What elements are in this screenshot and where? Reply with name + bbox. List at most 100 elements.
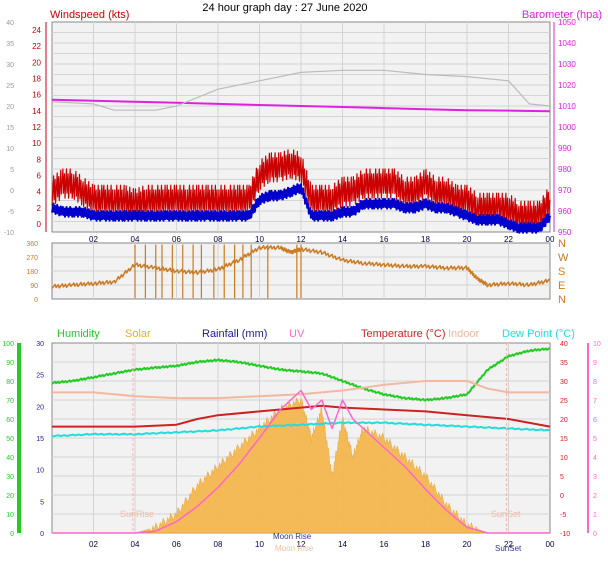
temperature-line xyxy=(52,404,551,428)
wind-outer-axis-tick-label: -10 xyxy=(4,230,14,237)
humidity-label: Humidity xyxy=(57,328,100,340)
wind-x-tick-label: 16 xyxy=(380,235,389,244)
rainfall-axis-tick-label: 10 xyxy=(36,468,44,475)
barometer-axis-tick-label: 1010 xyxy=(558,102,576,111)
compass-tick-label: E xyxy=(558,280,565,292)
humidity-axis-tick-label: 70 xyxy=(6,398,14,405)
temperature-x-tick-label: 10 xyxy=(255,540,264,549)
temperature-x-tick-label: 08 xyxy=(214,540,223,549)
wind-outer-axis-tick-label: 35 xyxy=(6,41,14,48)
humidity-axis-tick-label: 80 xyxy=(6,379,14,386)
uv-axis-tick-label: 0 xyxy=(593,531,597,538)
direction-axis-tick-label: 180 xyxy=(26,269,38,276)
uv-axis-tick-label: 9 xyxy=(593,360,597,367)
wind-x-tick-label: 20 xyxy=(463,235,472,244)
barometer-axis-tick-label: 980 xyxy=(558,165,572,174)
humidity-line xyxy=(51,347,551,402)
temperature-axis-tick-label: 10 xyxy=(560,455,568,462)
rainfall-axis-tick-label: 20 xyxy=(36,404,44,411)
compass-tick-label: N xyxy=(558,238,566,250)
barometer-alt-line xyxy=(51,69,551,111)
humidity-axis-tick-label: 90 xyxy=(6,360,14,367)
rainfall-axis-tick-label: 5 xyxy=(40,499,44,506)
temperature-x-tick-label: 12 xyxy=(297,540,306,549)
windspeed-average-line xyxy=(51,183,551,234)
wind-outer-axis-tick-label: -5 xyxy=(8,209,14,216)
wind-axis-tick-label: 14 xyxy=(32,107,41,116)
humidity-axis-tick-label: 20 xyxy=(6,493,14,500)
uv-axis-tick-label: 5 xyxy=(593,436,597,443)
temperature-x-tick-label: 02 xyxy=(89,540,98,549)
wind-axis-tick-label: 6 xyxy=(37,171,42,180)
temperature-axis-tick-label: 15 xyxy=(560,436,568,443)
humidity-axis-tick-label: 60 xyxy=(6,417,14,424)
graph-title: 24 hour graph day : 27 June 2020 xyxy=(202,2,367,14)
wind-outer-axis-tick-label: 10 xyxy=(6,146,14,153)
barometer-axis-tick-label: 960 xyxy=(558,207,572,216)
temperature-x-tick-label: 18 xyxy=(421,540,430,549)
temperature-axis-tick-label: 35 xyxy=(560,360,568,367)
barometer-label: Barometer (hpa) xyxy=(522,9,602,21)
barometer-axis-tick-label: 1000 xyxy=(558,123,576,132)
wind-x-tick-label: 12 xyxy=(297,235,306,244)
direction-axis-tick-label: 270 xyxy=(26,255,38,262)
moonrise-faint-label: Moon Rise xyxy=(275,544,314,553)
wind-x-tick-label: 18 xyxy=(421,235,430,244)
uv-axis-tick-label: 7 xyxy=(593,398,597,405)
barometer-axis-tick-label: 990 xyxy=(558,144,572,153)
wind-x-tick-label: 14 xyxy=(338,235,347,244)
temperature-axis-tick-label: 25 xyxy=(560,398,568,405)
wind-x-tick-label: 00 xyxy=(546,235,555,244)
compass-tick-label: N xyxy=(558,294,566,306)
barometer-axis-tick-label: 1030 xyxy=(558,60,576,69)
humidity-axis-tick-label: 100 xyxy=(2,341,14,348)
wind-axis-tick-label: 4 xyxy=(37,188,42,197)
moonrise-label: Moon Rise xyxy=(273,532,312,541)
barometer-axis-tick-label: 1050 xyxy=(558,18,576,27)
uv-axis-tick-label: 10 xyxy=(593,341,601,348)
temperature-axis-tick-label: 30 xyxy=(560,379,568,386)
temperature-x-tick-label: 20 xyxy=(463,540,472,549)
wind-outer-axis-tick-label: 15 xyxy=(6,125,14,132)
temperature-x-tick-label: 04 xyxy=(131,540,140,549)
temperature-axis-tick-label: -10 xyxy=(560,531,570,538)
wind-axis-tick-label: 8 xyxy=(37,155,42,164)
wind-axis-tick-label: 2 xyxy=(37,204,42,213)
barometer-axis-tick-label: 950 xyxy=(558,228,572,237)
uv-axis-tick-label: 2 xyxy=(593,493,597,500)
windspeed-gust-line xyxy=(51,149,551,231)
uv-axis-tick-label: 4 xyxy=(593,455,597,462)
rainfall-axis-tick-label: 25 xyxy=(36,373,44,380)
temperature-axis-tick-label: 20 xyxy=(560,417,568,424)
solar-label: Solar xyxy=(125,328,151,340)
compass-tick-label: W xyxy=(558,252,569,264)
wind-x-tick-label: 02 xyxy=(89,235,98,244)
humidity-axis-tick-label: 40 xyxy=(6,455,14,462)
wind-outer-axis-tick-label: 20 xyxy=(6,104,14,111)
uv-line xyxy=(52,389,550,534)
wind-x-tick-label: 08 xyxy=(214,235,223,244)
dewpoint-line xyxy=(51,421,551,438)
humidity-axis-tick-label: 50 xyxy=(6,436,14,443)
uv-axis-tick-label: 1 xyxy=(593,512,597,519)
humidity-axis-tick-label: 30 xyxy=(6,474,14,481)
humidity-axis-tick-label: 0 xyxy=(10,531,14,538)
uv-axis-tick-label: 8 xyxy=(593,379,597,386)
sunset-label: SunSet xyxy=(491,509,521,519)
windspeed-label: Windspeed (kts) xyxy=(50,9,129,21)
indoor-temperature-line xyxy=(52,380,550,400)
temperature-x-tick-label: 00 xyxy=(546,540,555,549)
direction-axis-tick-label: 0 xyxy=(34,297,38,304)
wind-axis-tick-label: 16 xyxy=(32,91,41,100)
temperature-x-tick-label: 22 xyxy=(504,540,513,549)
wind-axis-tick-label: 24 xyxy=(32,26,41,35)
dewpoint-label: Dew Point (°C) xyxy=(502,328,575,340)
temperature-axis-tick-label: 40 xyxy=(560,341,568,348)
wind-x-tick-label: 04 xyxy=(131,235,140,244)
wind-x-tick-label: 22 xyxy=(504,235,513,244)
wind-x-tick-label: 10 xyxy=(255,235,264,244)
wind-axis-tick-label: 0 xyxy=(37,220,42,229)
wind-axis-tick-label: 20 xyxy=(32,58,41,67)
temperature-axis-tick-label: 5 xyxy=(560,474,564,481)
